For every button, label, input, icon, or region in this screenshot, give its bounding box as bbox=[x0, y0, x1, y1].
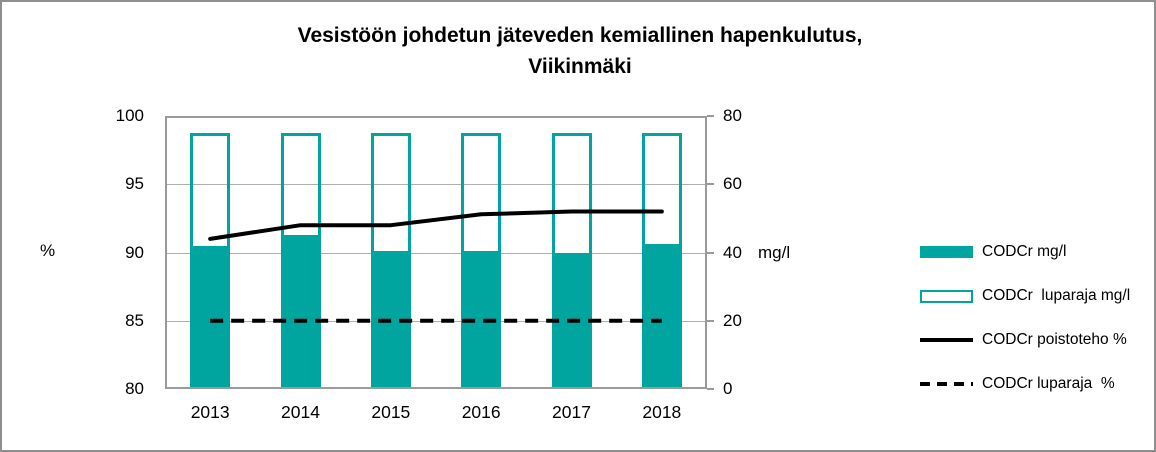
x-axis-label-2018: 2018 bbox=[642, 402, 682, 422]
bar-codcr-mgl-2014 bbox=[280, 235, 321, 389]
legend-label-1: CODCr luparaja mg/l bbox=[982, 287, 1131, 304]
left-axis-tick-label-95: 95 bbox=[125, 174, 144, 194]
legend-label-2: CODCr poistoteho % bbox=[982, 331, 1127, 348]
left-axis-unit-label: % bbox=[40, 240, 56, 260]
right-axis-tick-80 bbox=[707, 115, 714, 117]
bar-codcr-luparaja-mgl-2017 bbox=[551, 133, 592, 389]
right-axis-tick-label-80: 80 bbox=[723, 106, 742, 125]
x-axis-label-2013: 2013 bbox=[190, 402, 230, 422]
legend-item-2: CODCr poistoteho % bbox=[920, 331, 1130, 349]
left-axis-tick-label-90: 90 bbox=[125, 242, 144, 262]
bar-codcr-luparaja-mgl-2014 bbox=[280, 133, 321, 389]
right-axis-tick-label-20: 20 bbox=[723, 310, 742, 330]
bar-codcr-luparaja-mgl-2018 bbox=[641, 133, 682, 389]
left-axis-tick-label-100: 100 bbox=[115, 106, 144, 125]
right-axis-tick-label-40: 40 bbox=[723, 242, 742, 262]
legend-swatch-line-dashed bbox=[920, 382, 973, 386]
right-axis-tick-label-60: 60 bbox=[723, 174, 742, 194]
bar-codcr-luparaja-mgl-2015 bbox=[370, 133, 411, 389]
legend-item-1: CODCr luparaja mg/l bbox=[920, 287, 1130, 305]
x-axis-label-2014: 2014 bbox=[281, 402, 320, 422]
left-axis-tick-label-85: 85 bbox=[125, 310, 144, 330]
gridline-95 bbox=[165, 184, 707, 186]
right-axis-tick-60 bbox=[707, 183, 714, 186]
gridline-90 bbox=[165, 252, 707, 254]
right-axis-tick-40 bbox=[707, 251, 714, 254]
legend-swatch-bar-filled bbox=[920, 246, 973, 258]
chart-title: Vesistöön johdetun jäteveden kemiallinen… bbox=[2, 20, 1154, 82]
x-axis-label-2016: 2016 bbox=[461, 402, 501, 422]
chart-title-line2: Viikinmäki bbox=[528, 55, 632, 78]
bar-codcr-mgl-2013 bbox=[190, 245, 231, 389]
legend-swatch-bar-outline bbox=[920, 289, 973, 303]
bar-codcr-mgl-2018 bbox=[641, 243, 682, 389]
right-axis-tick-20 bbox=[707, 319, 714, 322]
plot-area bbox=[165, 116, 707, 389]
right-axis-tick-0 bbox=[707, 388, 714, 390]
bar-codcr-luparaja-mgl-2013 bbox=[190, 133, 231, 389]
legend-item-3: CODCr luparaja % bbox=[920, 375, 1130, 393]
right-axis-tick-label-0: 0 bbox=[723, 379, 733, 398]
legend-item-0: CODCr mg/l bbox=[920, 243, 1130, 261]
x-axis-label-2015: 2015 bbox=[371, 402, 411, 422]
bar-codcr-luparaja-mgl-2016 bbox=[461, 133, 502, 389]
plot-border bbox=[165, 116, 707, 389]
left-axis-tick-label-80: 80 bbox=[125, 379, 144, 398]
legend-swatch-line-solid bbox=[920, 338, 973, 342]
legend: CODCr mg/l CODCr luparaja mg/l CODCr poist… bbox=[920, 243, 1130, 393]
chart-title-line1: Vesistöön johdetun jäteveden kemiallinen… bbox=[297, 24, 863, 47]
legend-label-0: CODCr mg/l bbox=[982, 243, 1067, 260]
x-axis-label-2017: 2017 bbox=[552, 402, 591, 422]
legend-label-3: CODCr luparaja % bbox=[982, 375, 1115, 392]
right-axis-unit-label: mg/l bbox=[758, 242, 791, 262]
